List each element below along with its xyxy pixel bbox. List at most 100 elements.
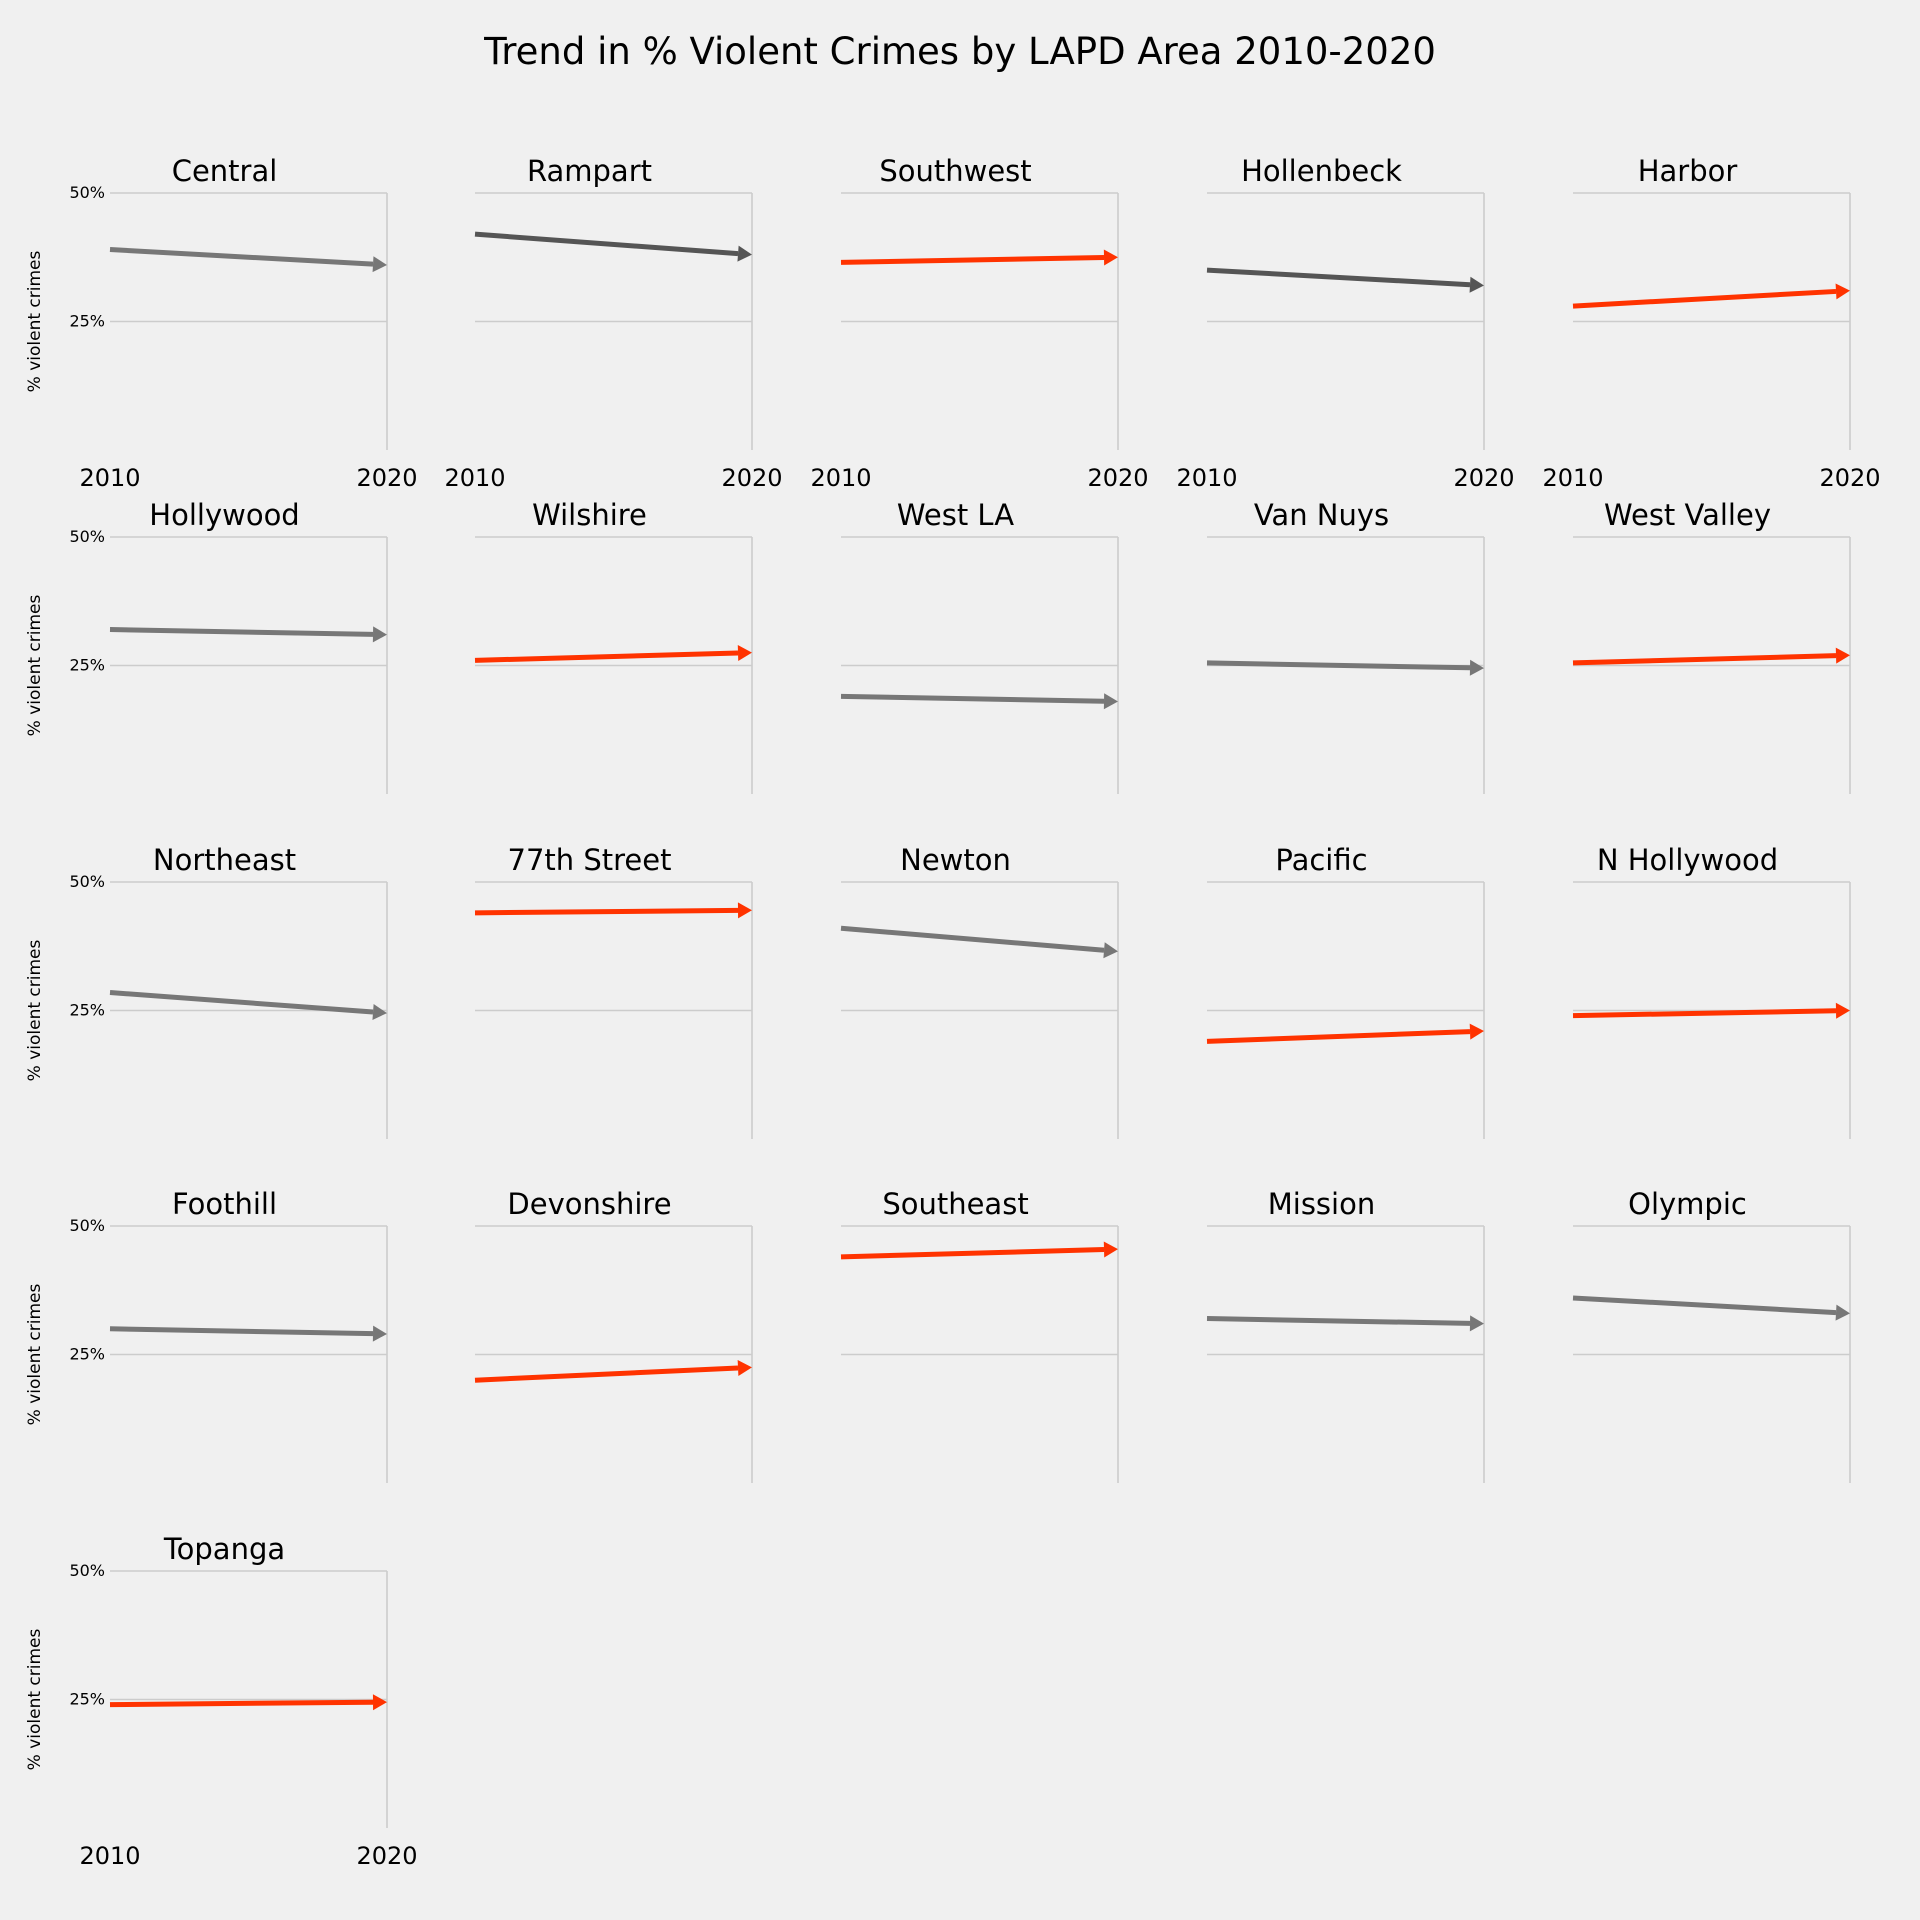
y-axis-label: % violent crimes <box>25 940 45 1082</box>
trend-arrowhead <box>372 1694 387 1711</box>
trend-line <box>840 925 1105 953</box>
trend-line <box>1206 1316 1471 1326</box>
trend-line <box>840 1247 1105 1260</box>
trend-line <box>1206 267 1471 288</box>
panel-title: Wilshire <box>532 498 647 532</box>
trend-arrowhead <box>737 1360 752 1376</box>
panel-title: Van Nuys <box>1254 498 1389 532</box>
panel-title: 77th Street <box>508 843 672 877</box>
trend-line <box>474 231 739 257</box>
trend-line <box>840 693 1105 704</box>
trend-arrowhead <box>372 256 387 273</box>
y-axis-label: % violent crimes <box>25 1629 45 1771</box>
panel-title: West LA <box>897 498 1014 532</box>
panel-hollenbeck: Hollenbeck 2010 2020 <box>1176 154 1514 492</box>
panel-west-la: West LA <box>840 498 1119 794</box>
panel-southeast: Southeast <box>840 1187 1119 1483</box>
x-tick-label: 2010 <box>1542 464 1603 492</box>
trend-arrowhead <box>1103 693 1118 710</box>
y-tick-label: 50% <box>69 183 105 202</box>
panel-pacific: Pacific <box>1206 843 1485 1139</box>
trend-arrowhead <box>1469 1023 1484 1040</box>
trend-line <box>474 650 739 663</box>
trend-line <box>1206 1029 1471 1044</box>
trend-arrowhead <box>1835 647 1850 664</box>
trend-arrowhead <box>1103 1241 1118 1258</box>
trend-line <box>1572 288 1837 309</box>
y-tick-label: 50% <box>69 1216 105 1235</box>
x-tick-label: 2020 <box>721 464 782 492</box>
trend-line <box>1572 653 1837 666</box>
y-axis-label: % violent crimes <box>25 595 45 737</box>
panels: Central 50% 25% % violent crimes 2010 2020 Ram… <box>25 154 1881 1870</box>
trend-line <box>109 627 374 637</box>
panel-title: N Hollywood <box>1597 843 1778 877</box>
panel-southwest: Southwest 2010 2020 <box>810 154 1148 492</box>
trend-line <box>1572 1008 1837 1019</box>
trend-arrowhead <box>1103 249 1118 266</box>
panel-topanga: Topanga 50% 25% % violent crimes 2010 2020 <box>25 1532 418 1870</box>
panel-van-nuys: Van Nuys <box>1206 498 1485 794</box>
panel-title: Topanga <box>163 1532 285 1566</box>
x-tick-label: 2010 <box>1176 464 1237 492</box>
y-tick-label: 25% <box>69 1690 105 1709</box>
trend-arrowhead <box>1469 659 1484 676</box>
x-tick-label: 2020 <box>356 464 417 492</box>
chart-title: Trend in % Violent Crimes by LAPD Area 2… <box>483 30 1436 73</box>
panel-title: Rampart <box>527 154 652 188</box>
panel-title: West Valley <box>1604 498 1771 532</box>
trend-line <box>1572 1295 1837 1316</box>
y-tick-label: 25% <box>69 312 105 331</box>
panel-central: Central 50% 25% % violent crimes 2010 2020 <box>25 154 418 492</box>
trend-arrowhead <box>1835 1002 1850 1019</box>
trend-line <box>109 247 374 267</box>
panel-title: Mission <box>1268 1187 1375 1221</box>
trend-arrowhead <box>1103 942 1118 959</box>
panel-title: Southeast <box>882 1187 1028 1221</box>
panel-devonshire: Devonshire <box>474 1187 753 1483</box>
trend-arrowhead <box>737 245 752 262</box>
y-tick-label: 25% <box>69 1345 105 1364</box>
panel-77th-street: 77th Street <box>474 843 753 1139</box>
x-tick-label: 2020 <box>1087 464 1148 492</box>
x-tick-label: 2020 <box>356 1842 417 1870</box>
panel-olympic: Olympic <box>1572 1187 1851 1483</box>
panel-title: Northeast <box>153 843 296 877</box>
y-tick-label: 50% <box>69 872 105 891</box>
panel-title: Pacific <box>1275 843 1367 877</box>
panel-title: Devonshire <box>507 1187 671 1221</box>
x-tick-label: 2010 <box>810 464 871 492</box>
y-tick-label: 50% <box>69 1561 105 1580</box>
trend-line <box>1206 660 1471 671</box>
panel-title: Central <box>172 154 278 188</box>
panel-mission: Mission <box>1206 1187 1485 1483</box>
x-tick-label: 2020 <box>1819 464 1880 492</box>
trend-arrowhead <box>372 1325 387 1342</box>
x-tick-label: 2010 <box>444 464 505 492</box>
y-tick-label: 25% <box>69 1001 105 1020</box>
panel-hollywood: Hollywood 50% 25% % violent crimes <box>25 498 388 794</box>
panel-northeast: Northeast 50% 25% % violent crimes <box>25 843 388 1139</box>
trend-line <box>109 1699 374 1708</box>
trend-arrowhead <box>1835 283 1850 300</box>
y-axis-label: % violent crimes <box>25 251 45 393</box>
panel-newton: Newton <box>840 843 1119 1139</box>
x-tick-label: 2010 <box>79 1842 140 1870</box>
panel-wilshire: Wilshire <box>474 498 753 794</box>
panel-title: Harbor <box>1638 154 1738 188</box>
trend-line <box>474 1365 739 1383</box>
panel-west-valley: West Valley <box>1572 498 1851 794</box>
trend-arrowhead <box>372 1004 387 1021</box>
trend-arrowhead <box>1469 1315 1484 1332</box>
trend-line <box>840 255 1105 265</box>
trend-arrowhead <box>737 902 752 919</box>
trend-arrowhead <box>1469 276 1484 293</box>
y-tick-label: 50% <box>69 527 105 546</box>
trend-arrowhead <box>372 626 387 643</box>
panel-title: Hollywood <box>149 498 299 532</box>
panel-title: Hollenbeck <box>1241 154 1402 188</box>
trend-arrowhead <box>737 645 752 662</box>
panel-title: Newton <box>900 843 1011 877</box>
panel-title: Olympic <box>1628 1187 1747 1221</box>
y-axis-label: % violent crimes <box>25 1284 45 1426</box>
